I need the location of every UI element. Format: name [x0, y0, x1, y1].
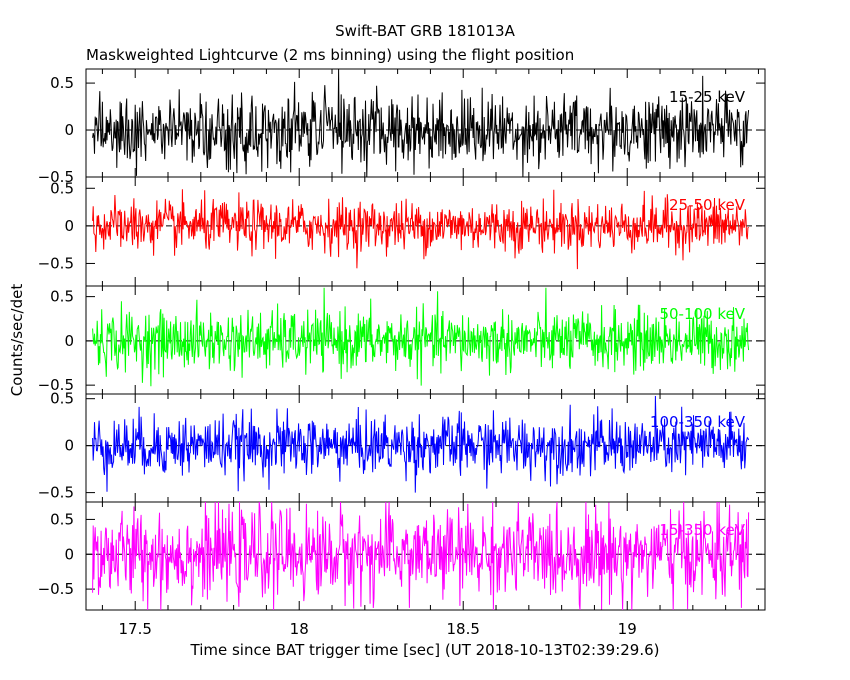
- y-tick-label: −0.5: [38, 376, 74, 394]
- panel-frame: [85, 501, 766, 611]
- y-axis-label: Counts/sec/det: [8, 284, 26, 397]
- chart-title: Swift-BAT GRB 181013A: [335, 22, 515, 40]
- chart-subtitle: Maskweighted Lightcurve (2 ms binning) u…: [86, 46, 574, 64]
- y-tick-label: −0.5: [38, 254, 74, 272]
- y-tick-label: −0.5: [38, 580, 74, 598]
- y-tick-label: 0: [64, 217, 74, 235]
- x-tick-label: 17.5: [118, 620, 151, 638]
- series-label: 25-50 keV: [669, 196, 746, 214]
- series-line: [92, 189, 749, 270]
- panel-group: 0.5 0 −0.5 15-25 keV 0.5 0 −0.5 25-50 keV 0.5 0 −0…: [38, 68, 766, 638]
- series-label: 50-100 keV: [659, 305, 745, 323]
- y-tick-label: 0.5: [50, 510, 74, 528]
- y-tick-label: 0: [64, 332, 74, 350]
- series-line: [92, 287, 750, 387]
- y-tick-label: 0: [64, 545, 74, 563]
- y-tick-label: 0.5: [50, 74, 74, 92]
- x-tick-label: 18: [290, 620, 309, 638]
- y-tick-label: 0: [64, 437, 74, 455]
- y-tick-label: 0: [64, 121, 74, 139]
- series-label: 100-350 keV: [650, 413, 746, 431]
- y-tick-label: −0.5: [38, 168, 74, 186]
- series-line: [92, 68, 750, 178]
- x-tick-label: 18.5: [447, 620, 480, 638]
- series-label: 15-350 keV: [659, 521, 745, 539]
- y-tick-label: 0.5: [50, 179, 74, 197]
- y-tick-label: −0.5: [38, 484, 74, 502]
- series-line: [92, 501, 750, 611]
- x-tick-label: 19: [618, 620, 637, 638]
- x-axis-label: Time since BAT trigger time [sec] (UT 20…: [190, 641, 660, 659]
- series-label: 15-25 keV: [669, 88, 746, 106]
- y-tick-label: 0.5: [50, 288, 74, 306]
- series-line: [92, 395, 750, 493]
- y-tick-label: 0.5: [50, 390, 74, 408]
